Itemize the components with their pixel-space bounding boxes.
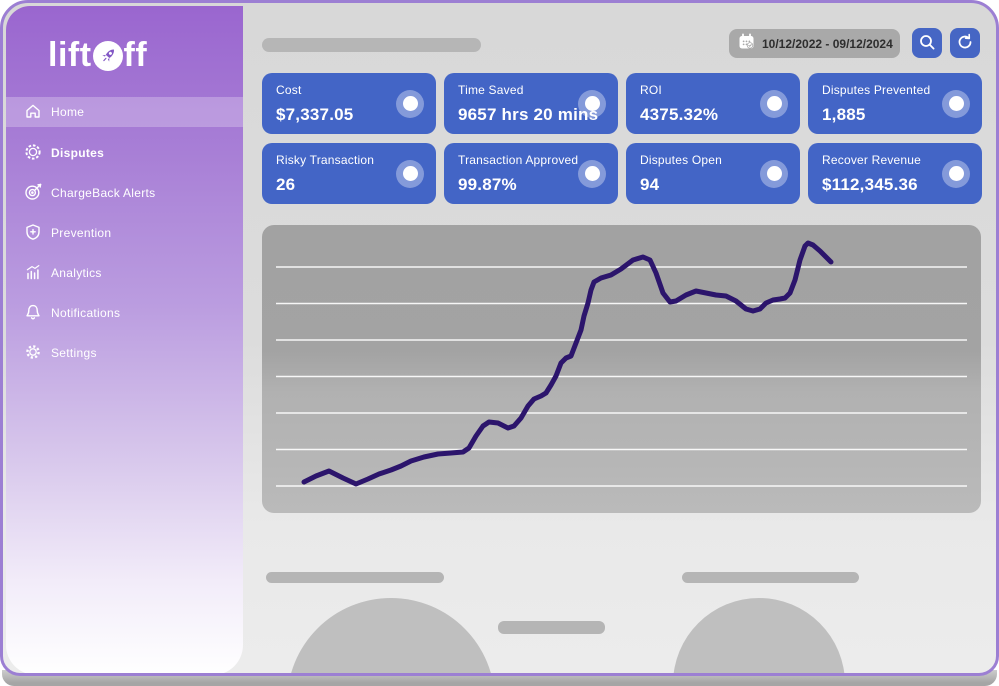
skeleton-bar-left: [266, 572, 444, 583]
stat-card-label: Risky Transaction: [276, 153, 375, 167]
stat-card-disputes-open: Disputes Open 94: [626, 143, 800, 204]
refresh-button[interactable]: [950, 28, 980, 58]
stat-radio[interactable]: [942, 159, 970, 188]
bar-chart-icon: [24, 263, 42, 284]
gear-icon: [24, 343, 42, 364]
sidebar-item-analytics[interactable]: Analytics: [6, 259, 243, 287]
date-range-picker[interactable]: 10/12/2022 - 09/12/2024: [729, 29, 900, 58]
stat-radio[interactable]: [396, 89, 424, 118]
sidebar-item-label: Notifications: [51, 306, 121, 320]
sidebar-item-label: ChargeBack Alerts: [51, 186, 156, 200]
sidebar-item-label: Prevention: [51, 226, 112, 240]
stat-radio[interactable]: [396, 159, 424, 188]
sidebar-item-prevention[interactable]: Prevention: [6, 219, 243, 247]
stat-card-label: Transaction Approved: [458, 153, 579, 167]
sidebar: lift ff Home Disputes ChargeBack Alerts P…: [6, 6, 243, 673]
sidebar-item-label: Settings: [51, 346, 97, 360]
stat-card-value: 94: [640, 175, 660, 194]
stat-card-label: Recover Revenue: [822, 153, 922, 167]
logo-text-left: lift: [48, 36, 92, 74]
stat-card-label: Disputes Prevented: [822, 83, 931, 97]
target-icon: [24, 183, 42, 204]
rocket-icon: [92, 40, 123, 71]
stat-card-value: $112,345.36: [822, 175, 918, 194]
stat-card-value: $7,337.05: [276, 105, 354, 124]
shield-plus-icon: [24, 223, 42, 244]
search-button[interactable]: [912, 28, 942, 58]
refresh-icon: [956, 33, 974, 54]
logo[interactable]: lift ff: [48, 36, 243, 75]
stat-card-disputes-prevented: Disputes Prevented 1,885: [808, 73, 982, 134]
stat-card-label: Time Saved: [458, 83, 524, 97]
date-range-text: 10/12/2022 - 09/12/2024: [762, 36, 893, 51]
sidebar-item-home[interactable]: Home: [6, 97, 243, 127]
chart-panel: [262, 225, 981, 513]
sidebar-item-notifications[interactable]: Notifications: [6, 299, 243, 327]
bell-icon: [24, 303, 42, 324]
skeleton-circle-right: [673, 598, 845, 673]
stat-card-label: Disputes Open: [640, 153, 722, 167]
stat-radio[interactable]: [760, 159, 788, 188]
skeleton-bar-right: [682, 572, 859, 583]
sidebar-item-settings[interactable]: Settings: [6, 339, 243, 367]
disputes-badge-icon: [24, 143, 42, 164]
stat-radio[interactable]: [942, 89, 970, 118]
stat-radio[interactable]: [578, 89, 606, 118]
sidebar-item-chargeback-alerts[interactable]: ChargeBack Alerts: [6, 179, 243, 207]
stat-card-value: 9657 hrs 20 mins: [458, 105, 599, 124]
stat-card-risky-transaction: Risky Transaction 26: [262, 143, 436, 204]
stat-card-transaction-approved: Transaction Approved 99.87%: [444, 143, 618, 204]
stat-card-roi: ROI 4375.32%: [626, 73, 800, 134]
stat-card-label: ROI: [640, 83, 662, 97]
logo-text-right: ff: [123, 36, 148, 74]
stat-radio[interactable]: [578, 159, 606, 188]
stat-card-value: 99.87%: [458, 175, 517, 194]
stat-card-recover-revenue: Recover Revenue $112,345.36: [808, 143, 982, 204]
stat-card-value: 26: [276, 175, 296, 194]
stat-card-label: Cost: [276, 83, 302, 97]
sidebar-menu: Home Disputes ChargeBack Alerts Preventi…: [6, 97, 243, 367]
stat-radio[interactable]: [760, 89, 788, 118]
home-icon: [24, 102, 42, 123]
sidebar-item-label: Home: [51, 105, 85, 119]
stat-cards-grid: Cost $7,337.05 Time Saved 9657 hrs 20 mi…: [262, 73, 982, 204]
stat-card-value: 1,885: [822, 105, 866, 124]
sidebar-item-disputes[interactable]: Disputes: [6, 139, 243, 167]
stat-card-time-saved: Time Saved 9657 hrs 20 mins: [444, 73, 618, 134]
trend-line-chart: [276, 240, 967, 487]
sidebar-item-label: Disputes: [51, 146, 105, 160]
skeleton-bar-small: [498, 621, 605, 634]
stat-card-value: 4375.32%: [640, 105, 719, 124]
skeleton-page-title: [262, 38, 481, 52]
stat-card-cost: Cost $7,337.05: [262, 73, 436, 134]
search-icon: [918, 33, 936, 54]
calendar-check-icon: [737, 32, 756, 56]
skeleton-circle-left: [287, 598, 495, 673]
sidebar-item-label: Analytics: [51, 266, 102, 280]
